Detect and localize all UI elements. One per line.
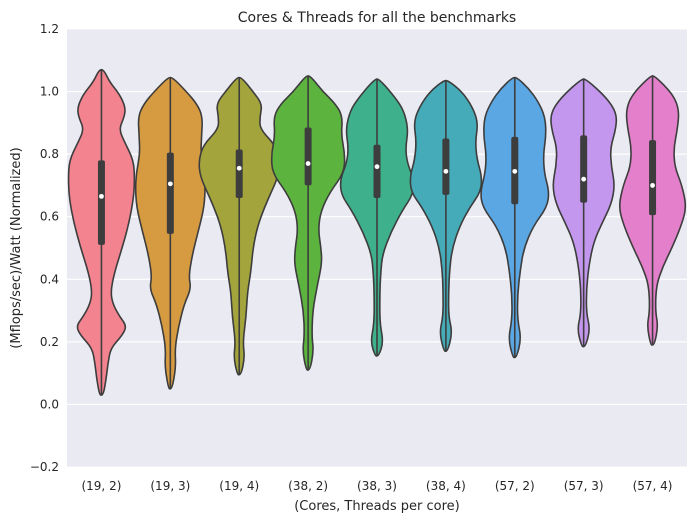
- violin-median: [512, 168, 518, 174]
- y-tick-label: −0.2: [30, 460, 59, 474]
- violin-median: [581, 176, 587, 182]
- violin-median: [99, 193, 104, 199]
- y-tick-label: 1.2: [40, 22, 59, 36]
- violins: [67, 68, 687, 396]
- y-tick-label: 0.6: [40, 210, 59, 224]
- x-tick-label: (57, 2): [495, 479, 535, 493]
- x-tick-labels: (19, 2) (19, 3) (19, 4) (38, 2) (38, 3) (38, …: [81, 479, 672, 493]
- y-tick-label: 0.4: [40, 272, 59, 286]
- y-tick-label: 0.0: [40, 397, 59, 411]
- violin-iqr-box: [580, 135, 588, 203]
- y-tick-label: 0.8: [40, 147, 59, 161]
- violin-iqr-box: [649, 140, 657, 216]
- violin-iqr-box: [304, 127, 312, 186]
- violin-iqr-box: [235, 149, 243, 198]
- y-axis-label: (Mflops/sec)/Watt (Normalized): [9, 147, 24, 348]
- x-tick-label: (38, 4): [426, 479, 466, 493]
- violin-iqr-box: [166, 152, 174, 234]
- violin-median: [236, 165, 242, 171]
- x-tick-label: (57, 3): [564, 479, 604, 493]
- y-tick-label: 1.0: [40, 85, 59, 99]
- violin-iqr-box: [442, 138, 450, 195]
- x-tick-label: (19, 2): [81, 479, 121, 493]
- violin-median: [650, 183, 655, 188]
- chart-title: Cores & Threads for all the benchmarks: [238, 10, 516, 26]
- x-tick-label: (19, 4): [219, 479, 259, 493]
- x-tick-label: (19, 3): [150, 479, 190, 493]
- y-tick-labels: −0.2 0.0 0.2 0.4 0.6 0.8 1.0 1.2: [30, 22, 59, 474]
- violin-iqr-box: [97, 160, 105, 245]
- violin-median: [374, 164, 380, 170]
- x-tick-label: (38, 3): [357, 479, 397, 493]
- violin-iqr-box: [373, 144, 381, 198]
- violin-median: [443, 168, 449, 174]
- x-tick-label: (57, 4): [633, 479, 673, 493]
- x-tick-label: (38, 2): [288, 479, 328, 493]
- x-axis-label: (Cores, Threads per core): [294, 499, 460, 514]
- y-tick-label: 0.2: [40, 335, 59, 349]
- violin-median: [167, 181, 173, 187]
- violin-median: [305, 161, 311, 166]
